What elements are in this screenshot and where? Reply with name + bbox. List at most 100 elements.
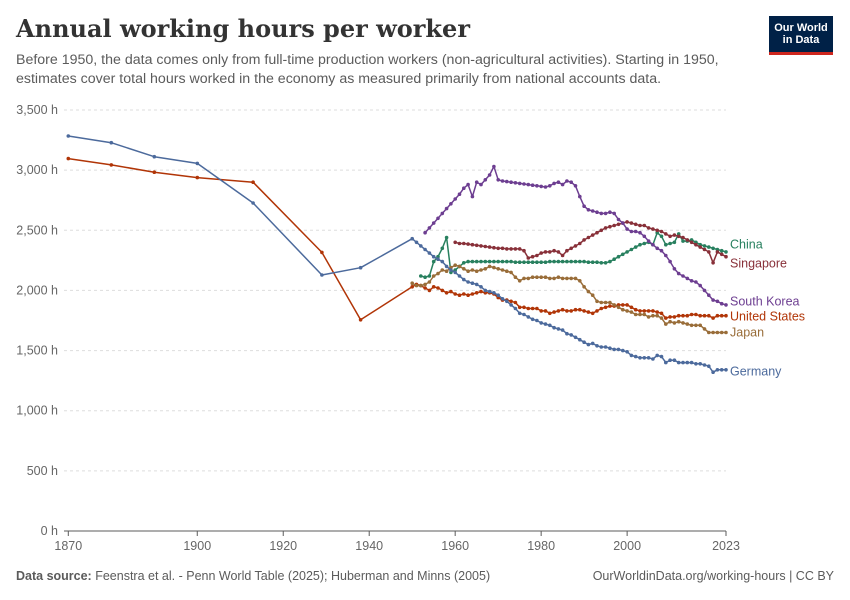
data-point-japan	[676, 319, 681, 324]
y-tick-label: 3,500 h	[16, 103, 58, 117]
data-point-singapore	[724, 254, 728, 259]
data-point-japan	[453, 263, 458, 268]
data-point-germany	[492, 291, 496, 295]
data-point-south-korea	[543, 185, 548, 189]
data-point-south-korea	[556, 180, 561, 184]
data-point-germany	[552, 325, 556, 330]
data-point-south-korea	[685, 276, 690, 281]
data-point-united-states	[474, 291, 479, 295]
data-point-united-states	[513, 300, 518, 305]
data-point-united-states	[251, 180, 255, 184]
data-point-china	[427, 274, 432, 278]
data-point-germany	[715, 368, 720, 372]
data-point-south-korea	[500, 179, 505, 183]
data-point-united-states	[578, 307, 582, 312]
data-point-germany	[582, 340, 586, 345]
data-point-united-states	[565, 309, 569, 313]
data-point-germany	[560, 328, 565, 332]
data-point-china	[590, 260, 595, 265]
data-point-south-korea	[522, 182, 526, 186]
data-point-united-states	[707, 313, 711, 318]
data-point-china	[625, 250, 629, 254]
data-point-united-states	[152, 170, 157, 174]
data-point-south-korea	[552, 181, 556, 186]
data-point-china	[505, 259, 509, 264]
y-tick-label: 1,000 h	[16, 404, 58, 418]
data-point-singapore	[530, 254, 535, 259]
data-point-germany	[358, 265, 363, 270]
data-point-germany	[702, 363, 707, 367]
data-point-germany	[449, 268, 453, 272]
data-point-south-korea	[711, 298, 715, 302]
data-point-china	[466, 259, 470, 264]
data-source-label: Data source:	[16, 569, 92, 583]
data-point-singapore	[543, 250, 548, 254]
data-point-china	[539, 260, 543, 265]
data-point-singapore	[565, 248, 569, 253]
series-label-south-korea: South Korea	[730, 295, 800, 309]
data-point-japan	[681, 321, 685, 325]
data-point-germany	[689, 360, 694, 365]
data-point-united-states	[715, 313, 720, 318]
data-point-japan	[487, 264, 492, 269]
x-tick-label: 1920	[269, 539, 297, 553]
data-point-south-korea	[608, 210, 612, 214]
data-point-singapore	[664, 232, 668, 236]
data-point-japan	[496, 267, 501, 271]
data-point-singapore	[513, 247, 518, 251]
data-point-germany	[414, 240, 419, 245]
data-point-china	[474, 259, 479, 264]
data-point-china	[586, 260, 591, 265]
data-point-germany	[565, 331, 569, 336]
y-tick-label: 2,500 h	[16, 223, 58, 237]
data-point-germany	[625, 350, 629, 354]
data-point-japan	[694, 323, 698, 328]
series-china	[419, 230, 728, 280]
data-point-japan	[462, 267, 466, 271]
data-point-germany	[539, 321, 543, 325]
data-point-china	[530, 260, 535, 265]
data-point-china	[612, 257, 616, 262]
data-point-united-states	[698, 313, 702, 318]
data-point-united-states	[689, 312, 694, 317]
data-point-south-korea	[483, 178, 488, 182]
data-point-japan	[444, 269, 449, 274]
source-url-license[interactable]: OurWorldinData.org/working-hours | CC BY	[592, 569, 834, 583]
data-point-united-states	[526, 306, 531, 311]
data-point-singapore	[535, 253, 539, 258]
data-point-china	[492, 259, 496, 264]
data-point-japan	[689, 323, 694, 328]
data-point-germany	[109, 140, 114, 145]
data-point-china	[431, 259, 436, 264]
x-tick-label: 1980	[527, 539, 555, 553]
data-point-japan	[410, 281, 415, 286]
data-point-japan	[651, 313, 655, 318]
data-point-united-states	[685, 313, 690, 318]
data-point-singapore	[569, 246, 573, 251]
data-point-singapore	[616, 222, 621, 227]
data-point-china	[565, 259, 569, 264]
data-point-south-korea	[715, 299, 720, 304]
data-point-united-states	[320, 250, 324, 255]
data-point-germany	[152, 154, 157, 159]
data-point-japan	[621, 307, 625, 312]
data-point-germany	[573, 335, 578, 340]
data-point-china	[483, 259, 488, 264]
data-point-united-states	[702, 313, 707, 318]
data-point-china	[702, 244, 707, 248]
data-point-united-states	[466, 293, 470, 298]
data-point-south-korea	[599, 211, 604, 216]
y-tick-label: 1,500 h	[16, 344, 58, 358]
owid-logo[interactable]: Our World in Data	[769, 16, 833, 55]
data-point-south-korea	[466, 182, 470, 187]
data-point-germany	[707, 364, 711, 369]
data-point-germany	[664, 360, 668, 365]
data-point-japan	[509, 270, 513, 275]
data-point-germany	[719, 368, 724, 372]
data-point-germany	[668, 358, 672, 363]
data-point-japan	[479, 268, 483, 272]
grid-layer	[64, 109, 726, 472]
data-point-japan	[711, 330, 715, 335]
data-point-china	[659, 234, 664, 239]
